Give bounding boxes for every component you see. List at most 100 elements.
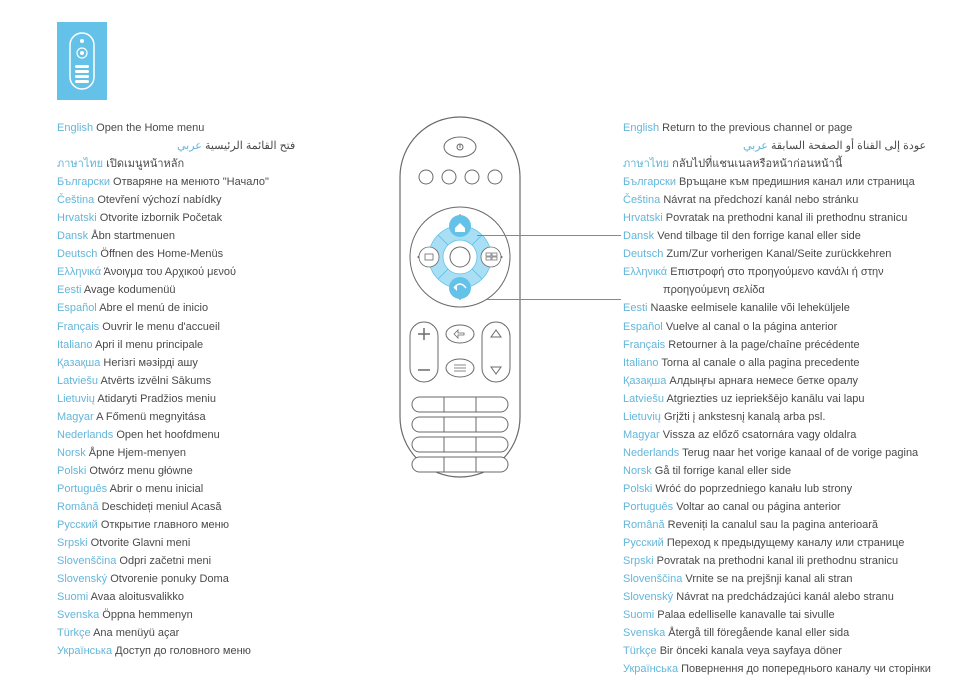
left-column: English Open the Home menuفتح القائمة ال…: [57, 120, 337, 661]
entry-text: Otvorite Glavni meni: [91, 537, 191, 549]
entry-lang: Latviešu: [57, 375, 98, 387]
lang-entry: Slovenščina Vrnite se na prejšnji kanal …: [623, 571, 943, 588]
entry-lang: Suomi: [57, 591, 88, 603]
entry-lang: Polski: [623, 483, 652, 495]
entry-lang: Slovenščina: [623, 573, 682, 585]
lang-entry: Norsk Gå til forrige kanal eller side: [623, 463, 943, 480]
entry-text: فتح القائمة الرئيسية: [205, 140, 295, 152]
entry-text: Abre el menú de inicio: [99, 302, 208, 314]
entry-lang: Español: [623, 321, 663, 333]
entry-lang: Eesti: [57, 284, 81, 296]
lang-entry: ภาษาไทย กลับไปที่แชนเนลหรือหน้าก่อนหน้าน…: [623, 156, 943, 173]
entry-text: Алдыңғы арнаға немесе бетке оралу: [669, 375, 858, 387]
lang-entry: Hrvatski Povratak na prethodni kanal ili…: [623, 210, 943, 227]
entry-text: Return to the previous channel or page: [662, 122, 852, 134]
entry-text: Návrat na předchozí kanál nebo stránku: [663, 194, 858, 206]
entry-text: Επιστροφή στο προηγούμενο κανάλι ή στην: [670, 266, 883, 278]
entry-text: Terug naar het vorige kanaal of de vorig…: [682, 447, 918, 459]
entry-text: A Főmenü megnyitása: [96, 411, 205, 423]
lang-entry: Srpski Povratak na prethodni kanal ili p…: [623, 553, 943, 570]
entry-lang: Français: [57, 321, 99, 333]
entry-text: προηγούμενη σελίδα: [663, 284, 765, 296]
entry-text: Vuelve al canal o la página anterior: [666, 321, 837, 333]
entry-lang: Srpski: [57, 537, 88, 549]
entry-lang: Slovenský: [57, 573, 107, 585]
entry-text: Vend tilbage til den forrige kanal eller…: [657, 230, 861, 242]
entry-lang: Dansk: [623, 230, 654, 242]
lang-entry: Русский Переход к предыдущему каналу или…: [623, 535, 943, 552]
lang-entry: Svenska Återgå till föregående kanal ell…: [623, 625, 943, 642]
entry-lang: Srpski: [623, 555, 654, 567]
entry-lang: Українська: [623, 663, 678, 675]
entry-lang: Türkçe: [57, 627, 91, 639]
entry-text: Avage kodumenüü: [84, 284, 176, 296]
lang-entry: Türkçe Bir önceki kanala veya sayfaya dö…: [623, 643, 943, 660]
entry-lang: Türkçe: [623, 645, 657, 657]
entry-lang: Slovenský: [623, 591, 673, 603]
entry-lang: Қазақша: [623, 375, 666, 387]
entry-text: Vrnite se na prejšnji kanal ali stran: [685, 573, 852, 585]
entry-lang: Română: [623, 519, 665, 531]
lang-entry: Ελληνικά Άνοιγμα του Αρχικού μενού: [57, 264, 337, 281]
entry-text: Vissza az előző csatornára vagy oldalra: [663, 429, 857, 441]
entry-text: Otvorite izbornik Početak: [100, 212, 222, 224]
remote-diagram: [380, 112, 540, 482]
lang-entry: Slovenský Otvorenie ponuky Doma: [57, 571, 337, 588]
lang-entry: Polski Wróć do poprzedniego kanału lub s…: [623, 481, 943, 498]
lang-entry: Polski Otwórz menu główne: [57, 463, 337, 480]
lang-entry: Nederlands Terug naar het vorige kanaal …: [623, 445, 943, 462]
lang-entry: Čeština Návrat na předchozí kanál nebo s…: [623, 192, 943, 209]
lang-entry: Українська Повернення до попереднього ка…: [623, 661, 943, 678]
lang-entry: Deutsch Zum/Zur vorherigen Kanal/Seite z…: [623, 246, 943, 263]
entry-lang: Български: [57, 176, 110, 188]
lang-entry: προηγούμενη σελίδα: [623, 282, 943, 299]
entry-text: Návrat na predchádzajúci kanál alebo str…: [676, 591, 894, 603]
entry-lang: Magyar: [57, 411, 94, 423]
lang-entry: Ελληνικά Επιστροφή στο προηγούμενο κανάλ…: [623, 264, 943, 281]
entry-text: Palaa edelliselle kanavalle tai sivulle: [657, 609, 834, 621]
entry-text: Повернення до попереднього каналу чи сто…: [681, 663, 931, 675]
lang-entry: Български Връщане към предишния канал ил…: [623, 174, 943, 191]
entry-lang: English: [623, 122, 659, 134]
entry-lang: Polski: [57, 465, 86, 477]
entry-text: Povratak na prethodni kanal ili prethodn…: [666, 212, 908, 224]
entry-text: Открытие главного меню: [101, 519, 229, 531]
lang-entry: Hrvatski Otvorite izbornik Početak: [57, 210, 337, 227]
lang-entry: Latviešu Atgriezties uz iepriekšējo kanā…: [623, 391, 943, 408]
entry-text: Naaske eelmisele kanalile või leheküljel…: [651, 302, 850, 314]
entry-text: Återgå till föregående kanal eller sida: [668, 627, 849, 639]
lang-entry: Eesti Naaske eelmisele kanalile või lehe…: [623, 300, 943, 317]
entry-text: عودة إلى القناة أو الصفحة السابقة: [771, 140, 926, 152]
entry-lang: Ελληνικά: [623, 266, 667, 278]
entry-lang: Ελληνικά: [57, 266, 101, 278]
entry-text: Wróć do poprzedniego kanału lub strony: [655, 483, 852, 495]
lang-entry: Eesti Avage kodumenüü: [57, 282, 337, 299]
entry-lang: ภาษาไทย: [57, 158, 103, 170]
lang-entry: Français Retourner à la page/chaîne préc…: [623, 337, 943, 354]
entry-text: Otevření výchozí nabídky: [97, 194, 221, 206]
lang-entry: Português Abrir o menu inicial: [57, 481, 337, 498]
lang-entry: Suomi Palaa edelliselle kanavalle tai si…: [623, 607, 943, 624]
lang-entry: Қазақша Алдыңғы арнаға немесе бетке орал…: [623, 373, 943, 390]
entry-text: Otwórz menu główne: [89, 465, 192, 477]
lang-entry: Svenska Öppna hemmenyn: [57, 607, 337, 624]
entry-text: Переход к предыдущему каналу или страниц…: [667, 537, 904, 549]
entry-text: กลับไปที่แชนเนลหรือหน้าก่อนหน้านี้: [672, 158, 842, 170]
entry-lang: Українська: [57, 645, 112, 657]
entry-lang: ภาษาไทย: [623, 158, 669, 170]
entry-text: Ana menüyü açar: [93, 627, 179, 639]
entry-lang: Български: [623, 176, 676, 188]
entry-text: Öppna hemmenyn: [102, 609, 193, 621]
entry-text: เปิดเมนูหน้าหลัก: [106, 158, 184, 170]
entry-lang: Magyar: [623, 429, 660, 441]
lang-entry: Magyar A Főmenü megnyitása: [57, 409, 337, 426]
entry-text: Avaa aloitusvalikko: [91, 591, 184, 603]
entry-text: Åpne Hjem-menyen: [89, 447, 186, 459]
lang-entry: Lietuvių Atidaryti Pradžios meniu: [57, 391, 337, 408]
lang-entry: Italiano Apri il menu principale: [57, 337, 337, 354]
entry-lang: Português: [57, 483, 107, 495]
entry-text: Open het hoofdmenu: [116, 429, 219, 441]
entry-lang: Norsk: [623, 465, 652, 477]
entry-lang: Italiano: [57, 339, 92, 351]
lang-entry: Norsk Åpne Hjem-menyen: [57, 445, 337, 462]
